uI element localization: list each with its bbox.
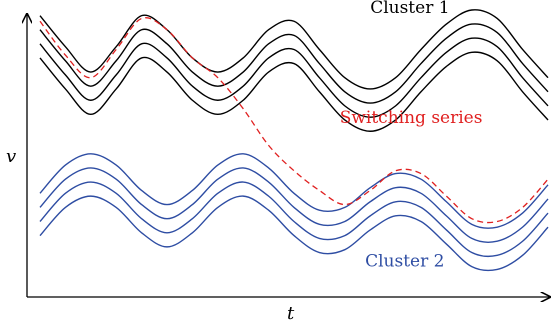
y-axis-label: v: [6, 146, 16, 167]
cluster-2-line-4: [39, 195, 549, 272]
series-layer: [39, 9, 549, 272]
cluster-2-label: Cluster 2: [365, 252, 444, 272]
switching-label: Switching series: [340, 108, 483, 128]
x-axis-label: t: [287, 303, 295, 323]
cluster-1-line-2: [39, 23, 549, 104]
cluster-1-line-4: [39, 51, 549, 132]
cluster-2-line-2: [39, 167, 549, 243]
cluster-2-line-1: [39, 153, 549, 229]
cluster-1-line-3: [39, 37, 549, 118]
cluster-2-line-3: [39, 181, 549, 258]
annotation-layer: Cluster 1 Switching series Cluster 2: [340, 0, 483, 272]
cluster-1-line-1: [39, 9, 549, 90]
cluster-1-label: Cluster 1: [370, 0, 449, 18]
switching-line-1: [39, 17, 549, 224]
